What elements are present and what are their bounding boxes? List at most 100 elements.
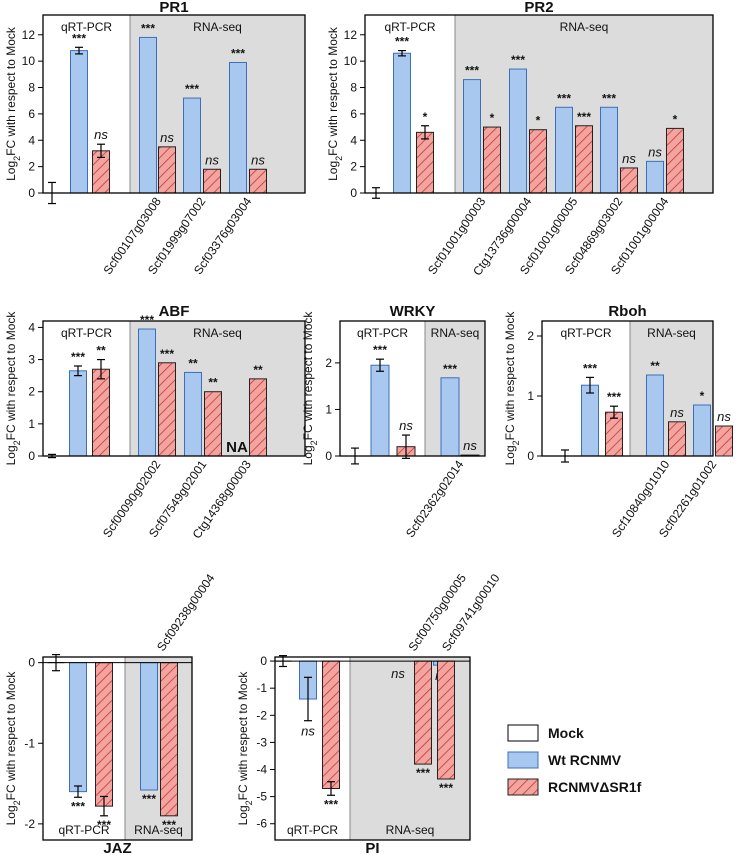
y-tick-label: 12 bbox=[22, 28, 36, 42]
sig-rnaseq-mut: *** bbox=[577, 110, 591, 124]
y-tick-label: 2 bbox=[527, 329, 534, 343]
section-label-rnaseq: RNA-seq bbox=[560, 20, 609, 34]
y-tick-label: 2 bbox=[28, 385, 35, 399]
sig-qrt-wt: ns bbox=[301, 724, 315, 739]
bar-rnaseq-wt bbox=[440, 377, 460, 457]
bar-qrt-mut bbox=[416, 131, 434, 194]
legend-label-wt: Wt RCNMV bbox=[548, 752, 622, 768]
sig-rnaseq-wt: *** bbox=[185, 82, 199, 96]
sig-qrt-wt: *** bbox=[71, 350, 85, 364]
y-tick-label: -2 bbox=[256, 708, 267, 722]
y-tick-label: -5 bbox=[256, 790, 267, 804]
sig-rnaseq-wt: ** bbox=[650, 359, 660, 373]
section-label-rnaseq: RNA-seq bbox=[647, 326, 696, 340]
bar-qrt-mut bbox=[95, 662, 113, 807]
bar-rnaseq-mut bbox=[668, 421, 686, 457]
error-bar-qrt-mut bbox=[402, 434, 410, 459]
section-label-qrt: qRT-PCR bbox=[560, 326, 611, 340]
y-tick-label: 1 bbox=[325, 402, 332, 416]
bar-qrt-mut bbox=[92, 368, 110, 457]
chart-title: PI bbox=[365, 840, 379, 855]
y-axis-label: Log2FC with respect to Mock bbox=[4, 671, 22, 826]
error-bar-qrt-mut bbox=[97, 358, 105, 380]
y-tick-label: -2 bbox=[24, 817, 35, 831]
y-tick-label: 6 bbox=[350, 107, 357, 121]
bar-rnaseq-mut bbox=[158, 146, 176, 194]
sig-rnaseq-wt: *** bbox=[140, 313, 154, 327]
y-tick-label: -4 bbox=[256, 763, 267, 777]
bar-rnaseq-wt bbox=[139, 36, 157, 194]
error-bar-qrt-wt bbox=[586, 376, 594, 394]
bar-qrt-wt bbox=[581, 384, 599, 457]
sig-rnaseq-wt: *** bbox=[465, 64, 479, 78]
section-label-qrt: qRT-PCR bbox=[287, 823, 338, 837]
y-tick-label: 0 bbox=[527, 449, 534, 463]
error-bar-qrt-wt bbox=[75, 46, 83, 55]
chart-title: WRKY bbox=[390, 303, 436, 320]
bar-qrt-wt bbox=[69, 662, 87, 793]
bar-rnaseq-mut bbox=[437, 660, 455, 780]
sig-rnaseq-wt: *** bbox=[142, 792, 156, 806]
bar-rnaseq-wt bbox=[463, 79, 481, 194]
sig-rnaseq-wt: *** bbox=[141, 21, 155, 35]
y-tick-label: 0 bbox=[28, 656, 35, 670]
sig-qrt-mut: ns bbox=[94, 127, 108, 142]
y-tick-label: 0 bbox=[28, 186, 35, 200]
section-label-qrt: qRT-PCR bbox=[61, 326, 112, 340]
sig-qrt-mut: ns bbox=[399, 418, 413, 433]
y-tick-label: 4 bbox=[28, 133, 35, 147]
y-tick-label: 2 bbox=[325, 356, 332, 370]
y-axis-label: Log2FC with respect to Mock bbox=[4, 311, 22, 466]
y-tick-label: 10 bbox=[22, 54, 36, 68]
y-tick-label: 0 bbox=[325, 449, 332, 463]
error-bar-qrt-mut bbox=[421, 125, 429, 140]
error-bar-qrt-mut bbox=[100, 795, 108, 817]
error-bar-qrt-mut bbox=[327, 781, 335, 796]
sig-rnaseq-mut: * bbox=[673, 112, 678, 126]
sig-rnaseq-wt: ns bbox=[391, 666, 405, 681]
legend-swatch-wt bbox=[507, 751, 539, 769]
sig-qrt-mut: *** bbox=[607, 390, 621, 404]
panel-rboh: qRT-PCR RNA-seq 0 1 2 Log2FC with respect to … bbox=[503, 303, 733, 540]
legend-swatch-mut bbox=[507, 778, 539, 796]
sig-rnaseq-mut: *** bbox=[160, 347, 174, 361]
y-tick-label: -1 bbox=[24, 736, 35, 750]
sig-rnaseq-wt: * bbox=[700, 389, 705, 403]
bar-qrt-wt bbox=[370, 364, 390, 457]
sig-qrt-wt: *** bbox=[373, 343, 387, 357]
sig-rnaseq-mut: * bbox=[536, 114, 541, 128]
sig-qrt-mut: ** bbox=[96, 344, 106, 358]
bar-rnaseq-mut bbox=[620, 167, 638, 194]
section-label-qrt: qRT-PCR bbox=[58, 823, 109, 837]
bar-rnaseq-wt bbox=[183, 97, 201, 194]
sig-rnaseq-wt: ** bbox=[188, 356, 198, 370]
sig-rnaseq-mut: ** bbox=[253, 363, 263, 377]
y-tick-label: 0 bbox=[350, 186, 357, 200]
bar-rnaseq-mut bbox=[483, 126, 501, 194]
bar-rnaseq-wt bbox=[184, 371, 202, 457]
legend-label-mut: RCNMVΔSR1f bbox=[548, 779, 642, 795]
sig-rnaseq-wt: *** bbox=[231, 46, 245, 60]
sig-rnaseq-mut: ns bbox=[205, 152, 219, 167]
y-tick-label: 4 bbox=[28, 320, 35, 334]
chart-title: PR1 bbox=[159, 0, 188, 16]
error-bar-qrt-wt bbox=[304, 676, 312, 722]
chart-title: Rboh bbox=[608, 303, 646, 320]
sig-rnaseq-mut: ns bbox=[622, 151, 636, 166]
bar-rnaseq-mut bbox=[666, 127, 684, 194]
plot-frame bbox=[42, 656, 193, 841]
y-tick-label: -6 bbox=[256, 817, 267, 831]
panel-abf: qRT-PCR RNA-seq 0 1 2 3 4 Log2FC with respect t… bbox=[4, 303, 306, 541]
bar-rnaseq-mut bbox=[203, 168, 221, 194]
section-label-rnaseq: RNA-seq bbox=[431, 326, 480, 340]
y-axis-label: Log2FC with respect to Mock bbox=[4, 26, 22, 181]
rnaseq-region bbox=[125, 657, 192, 840]
error-bar-qrt-wt bbox=[74, 785, 82, 798]
bar-qrt-wt bbox=[70, 50, 88, 194]
sig-rnaseq-mut: *** bbox=[162, 818, 176, 832]
sig-rnaseq-wt: *** bbox=[443, 362, 457, 376]
y-axis-label: Log2FC with respect to Mock bbox=[301, 311, 319, 466]
